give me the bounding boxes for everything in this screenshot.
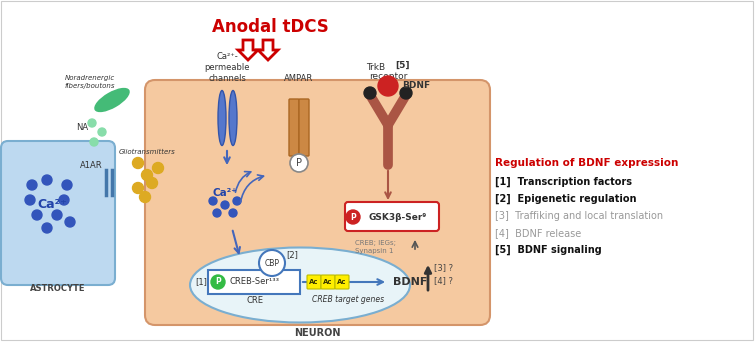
- Text: Noradrenergic
fibers/boutons: Noradrenergic fibers/boutons: [65, 75, 116, 89]
- Circle shape: [42, 223, 52, 233]
- Text: BDNF: BDNF: [393, 277, 427, 287]
- Circle shape: [140, 192, 150, 202]
- FancyBboxPatch shape: [307, 275, 321, 289]
- Text: CREB; IEGs;
Synapsin 1: CREB; IEGs; Synapsin 1: [355, 240, 396, 253]
- Circle shape: [259, 250, 285, 276]
- PathPatch shape: [258, 40, 278, 60]
- Circle shape: [98, 128, 106, 136]
- Text: Anodal tDCS: Anodal tDCS: [211, 18, 328, 36]
- Circle shape: [59, 195, 69, 205]
- Text: Gliotransmitters: Gliotransmitters: [119, 149, 175, 155]
- Text: Ac: Ac: [323, 279, 333, 285]
- Circle shape: [146, 177, 158, 188]
- Text: [5]  BDNF signaling: [5] BDNF signaling: [495, 245, 602, 255]
- Circle shape: [90, 138, 98, 146]
- Circle shape: [52, 210, 62, 220]
- Text: AMPAR: AMPAR: [285, 74, 313, 83]
- Circle shape: [27, 180, 37, 190]
- Text: [2]  Epigenetic regulation: [2] Epigenetic regulation: [495, 194, 636, 204]
- Text: [3] ?: [3] ?: [434, 263, 453, 273]
- FancyBboxPatch shape: [335, 275, 349, 289]
- Circle shape: [132, 158, 143, 169]
- Ellipse shape: [218, 91, 226, 145]
- Ellipse shape: [190, 248, 410, 323]
- Text: receptor: receptor: [368, 72, 407, 81]
- Text: [4] ?: [4] ?: [434, 276, 453, 286]
- Text: CREB-Ser¹³³: CREB-Ser¹³³: [230, 277, 280, 287]
- FancyBboxPatch shape: [145, 80, 490, 325]
- Text: Ca²⁺: Ca²⁺: [37, 198, 67, 211]
- Text: P: P: [215, 277, 221, 287]
- Text: P: P: [350, 212, 356, 222]
- Circle shape: [88, 119, 96, 127]
- Text: NEURON: NEURON: [294, 328, 341, 338]
- Text: [1]  Transcription factors: [1] Transcription factors: [495, 177, 632, 187]
- Text: CREB target genes: CREB target genes: [312, 295, 384, 304]
- Text: [2]: [2]: [286, 250, 298, 260]
- Circle shape: [132, 183, 143, 194]
- Text: NA: NA: [76, 123, 88, 132]
- Text: GSK3β-Ser⁹: GSK3β-Ser⁹: [369, 212, 427, 222]
- Ellipse shape: [94, 88, 130, 112]
- Circle shape: [32, 210, 42, 220]
- Circle shape: [25, 195, 35, 205]
- Circle shape: [209, 197, 217, 205]
- Text: Ac: Ac: [310, 279, 319, 285]
- FancyBboxPatch shape: [345, 202, 439, 231]
- Text: P: P: [296, 158, 302, 168]
- Circle shape: [153, 162, 164, 173]
- Text: A1AR: A1AR: [80, 160, 103, 170]
- Circle shape: [229, 209, 237, 217]
- Text: Ac: Ac: [337, 279, 347, 285]
- Text: BDNF: BDNF: [402, 80, 430, 90]
- FancyBboxPatch shape: [1, 141, 115, 285]
- Text: Regulation of BDNF expression: Regulation of BDNF expression: [495, 158, 679, 168]
- Circle shape: [346, 210, 360, 224]
- Ellipse shape: [229, 91, 237, 145]
- Circle shape: [221, 201, 229, 209]
- FancyBboxPatch shape: [289, 99, 299, 156]
- Circle shape: [213, 209, 221, 217]
- Circle shape: [62, 180, 72, 190]
- Circle shape: [364, 87, 376, 99]
- Circle shape: [233, 197, 241, 205]
- FancyBboxPatch shape: [208, 270, 300, 294]
- Circle shape: [65, 217, 75, 227]
- FancyBboxPatch shape: [299, 99, 309, 156]
- FancyBboxPatch shape: [321, 275, 335, 289]
- Text: [5]: [5]: [395, 61, 409, 70]
- Circle shape: [378, 76, 398, 96]
- Circle shape: [141, 170, 153, 181]
- Text: Ca²⁺-
permeable
channels: Ca²⁺- permeable channels: [205, 52, 250, 83]
- Text: CBP: CBP: [264, 259, 279, 267]
- Text: ASTROCYTE: ASTROCYTE: [30, 284, 86, 293]
- Circle shape: [42, 175, 52, 185]
- Text: [4]  BDNF release: [4] BDNF release: [495, 228, 581, 238]
- Circle shape: [400, 87, 412, 99]
- Text: [1]: [1]: [195, 277, 207, 287]
- Text: [3]  Traffiking and local translation: [3] Traffiking and local translation: [495, 211, 663, 221]
- Circle shape: [211, 275, 225, 289]
- PathPatch shape: [238, 40, 258, 60]
- Text: Ca²⁺: Ca²⁺: [213, 188, 237, 198]
- Text: CRE: CRE: [246, 296, 263, 305]
- Text: TrkB: TrkB: [366, 63, 388, 72]
- Circle shape: [290, 154, 308, 172]
